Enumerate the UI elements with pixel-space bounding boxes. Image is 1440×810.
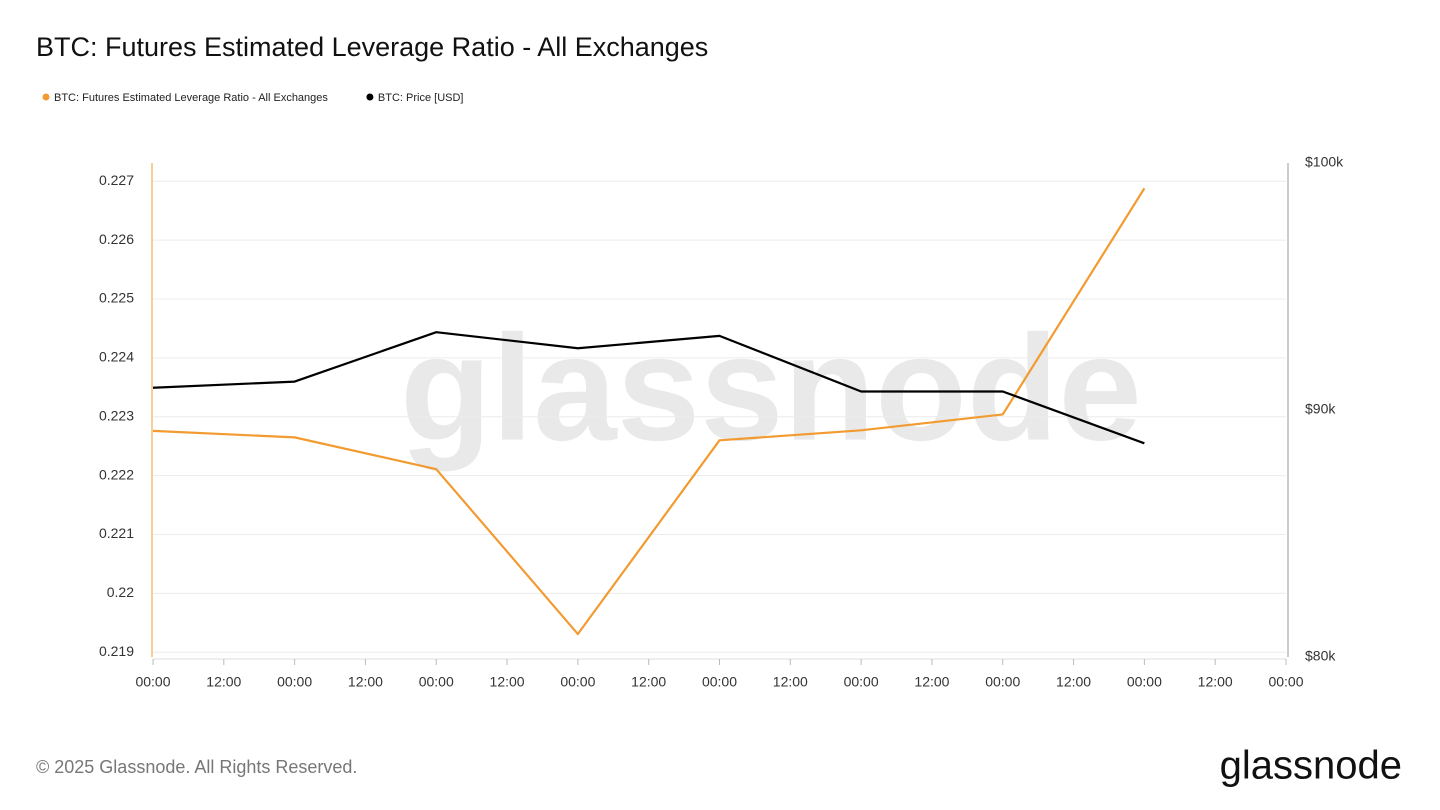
- x-tick-label: 12:00: [1056, 674, 1091, 690]
- x-tick-label: 12:00: [773, 674, 808, 690]
- y-tick-label: 0.221: [99, 525, 134, 541]
- legend-marker: [42, 93, 50, 101]
- x-tick-label: 00:00: [560, 674, 595, 690]
- legend-marker: [366, 93, 374, 101]
- x-tick-label: 00:00: [277, 674, 312, 690]
- y2-tick-label: $90k: [1305, 401, 1336, 417]
- y-tick-label: 0.22: [107, 584, 134, 600]
- watermark: glassnode: [400, 304, 1142, 472]
- x-tick-label: 12:00: [1198, 674, 1233, 690]
- y-tick-label: 0.223: [99, 407, 134, 423]
- x-tick-label: 12:00: [490, 674, 525, 690]
- x-tick-label: 00:00: [702, 674, 737, 690]
- chart-title: BTC: Futures Estimated Leverage Ratio - …: [36, 32, 708, 62]
- x-tick-label: 00:00: [985, 674, 1020, 690]
- footer: © 2025 Glassnode. All Rights Reserved.: [36, 757, 357, 777]
- y-tick-label: 0.226: [99, 231, 134, 247]
- x-tick-label: 00:00: [844, 674, 879, 690]
- series-line: [152, 331, 1145, 445]
- x-tick-label: 00:00: [419, 674, 454, 690]
- y-tick-label: 0.225: [99, 290, 134, 306]
- x-tick-label: 00:00: [1127, 674, 1162, 690]
- legend-label: BTC: Futures Estimated Leverage Ratio - …: [54, 92, 328, 104]
- y-tick-label: 0.222: [99, 466, 134, 482]
- x-tick-label: 12:00: [348, 674, 383, 690]
- y-tick-label: 0.227: [99, 172, 134, 188]
- x-tick-label: 00:00: [135, 674, 170, 690]
- x-tick-label: 12:00: [631, 674, 666, 690]
- y-tick-label: 0.224: [99, 349, 134, 365]
- logo: glassnode: [1220, 744, 1402, 788]
- x-tick-label: 12:00: [206, 674, 241, 690]
- y2-tick-label: $100k: [1305, 154, 1344, 170]
- legend-label: BTC: Price [USD]: [378, 92, 464, 104]
- series-line: [152, 187, 1146, 636]
- x-tick-label: 00:00: [1268, 674, 1303, 690]
- x-tick-label: 12:00: [914, 674, 949, 690]
- y2-tick-label: $80k: [1305, 648, 1336, 664]
- y-tick-label: 0.219: [99, 643, 134, 659]
